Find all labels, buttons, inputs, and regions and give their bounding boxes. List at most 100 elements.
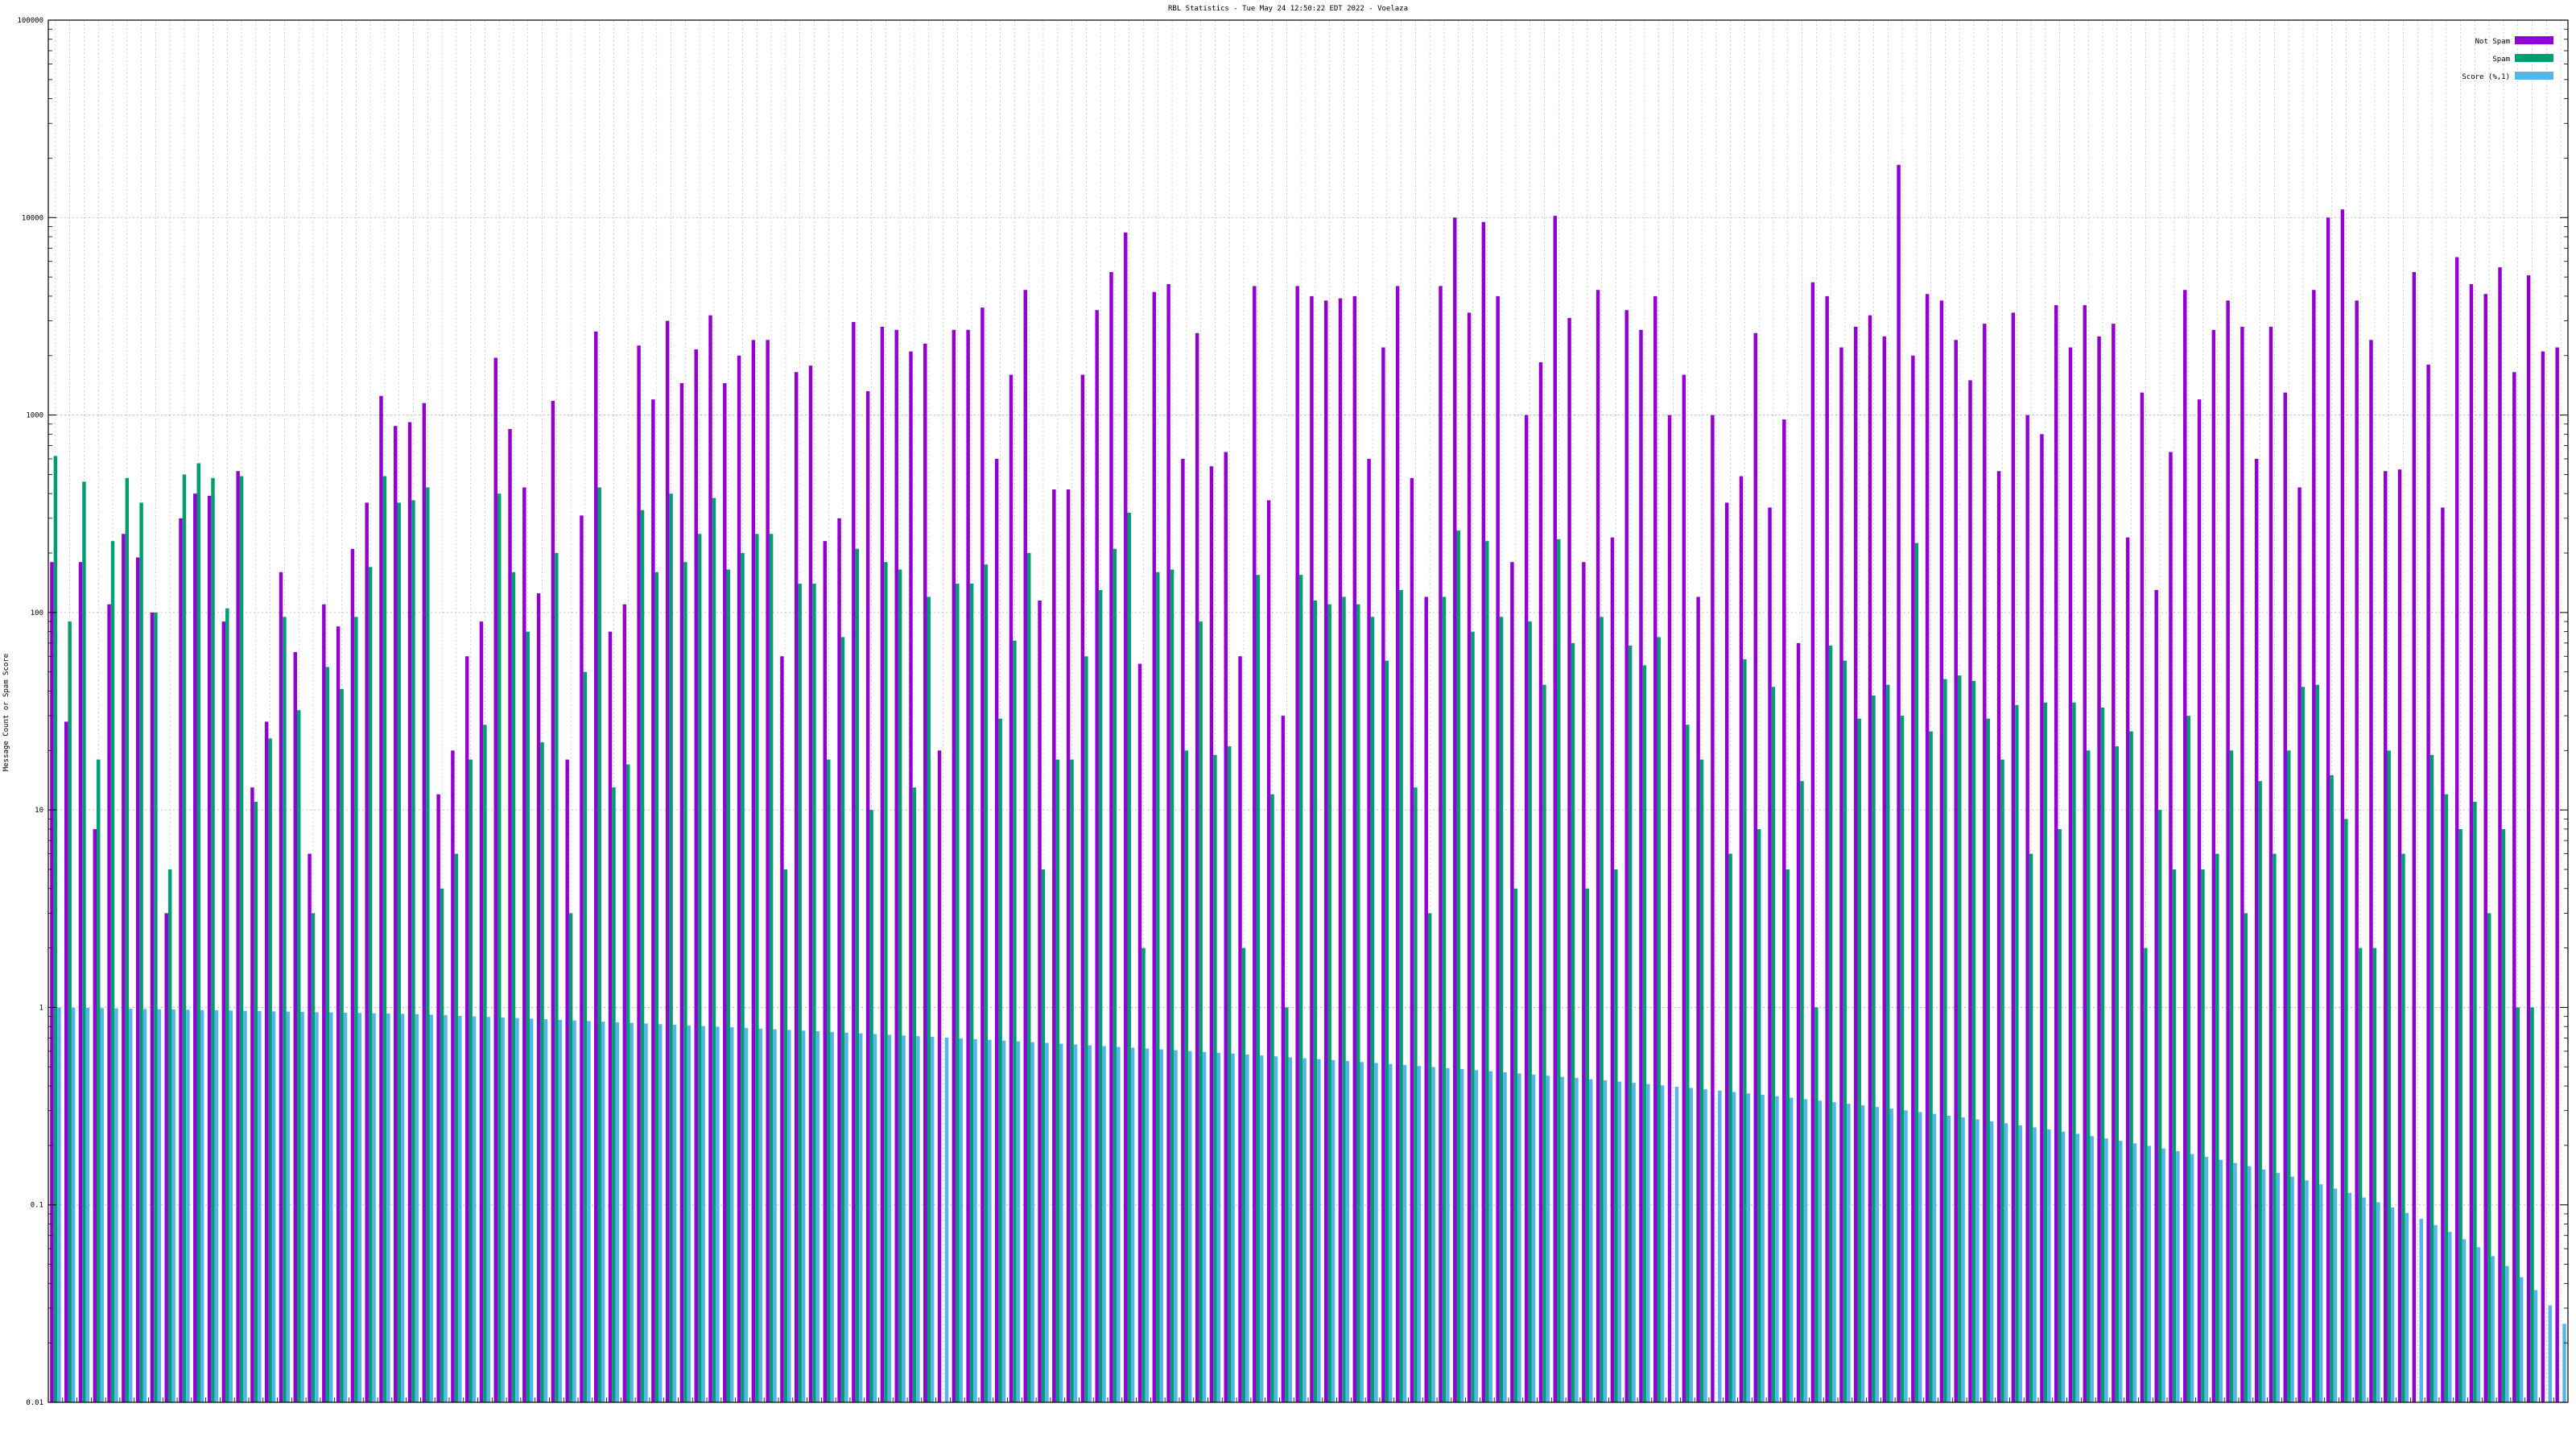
bar-score xyxy=(1446,1067,1450,1402)
bar-spam xyxy=(683,562,687,1402)
bar-spam xyxy=(53,456,58,1402)
bar-spam xyxy=(1227,746,1232,1402)
bar-score xyxy=(2376,1202,2380,1402)
bar-score xyxy=(1245,1055,1249,1402)
bar-score xyxy=(1603,1080,1608,1402)
bar-spam xyxy=(2387,750,2391,1402)
bar-not-spam xyxy=(279,572,283,1402)
bar-score xyxy=(2033,1127,2037,1402)
bar-spam xyxy=(1957,675,1962,1402)
y-tick-label: 100000 xyxy=(17,17,43,25)
bar-not-spam xyxy=(1538,362,1543,1402)
bar-score xyxy=(2405,1212,2409,1402)
bar-spam xyxy=(1557,539,1561,1402)
bar-spam xyxy=(2530,1007,2534,1402)
bar-spam xyxy=(1427,913,1432,1402)
bar-not-spam xyxy=(1238,656,1242,1402)
bar-not-spam xyxy=(1209,466,1214,1402)
bar-spam xyxy=(1184,750,1189,1402)
bar-not-spam xyxy=(379,395,383,1402)
bar-not-spam xyxy=(1066,489,1071,1402)
bar-score xyxy=(2491,1256,2495,1402)
bar-score xyxy=(658,1024,663,1402)
bar-spam xyxy=(1571,642,1575,1402)
bar-score xyxy=(1231,1053,1235,1402)
bar-score xyxy=(801,1030,806,1402)
bar-spam xyxy=(927,597,931,1402)
bar-not-spam xyxy=(551,400,555,1403)
bar-score xyxy=(2176,1151,2180,1402)
bar-not-spam xyxy=(1739,476,1744,1402)
bar-score xyxy=(1474,1070,1479,1402)
bar-spam xyxy=(1699,759,1704,1402)
bar-not-spam xyxy=(1753,332,1757,1402)
bar-not-spam xyxy=(1667,415,1672,1402)
bar-not-spam xyxy=(1410,477,1414,1402)
bar-not-spam xyxy=(1453,217,1457,1402)
bar-spam xyxy=(454,853,459,1402)
bar-score xyxy=(2362,1197,2366,1402)
bar-spam xyxy=(1513,888,1518,1402)
bar-not-spam xyxy=(1711,415,1715,1402)
bar-spam xyxy=(697,534,702,1402)
bar-spam xyxy=(1414,787,1418,1402)
bar-score xyxy=(2448,1232,2452,1402)
bar-score xyxy=(1016,1041,1021,1402)
bar-not-spam xyxy=(207,495,212,1402)
bar-not-spam xyxy=(2226,300,2230,1402)
bar-not-spam xyxy=(1983,324,1987,1402)
bar-not-spam xyxy=(1825,295,1829,1402)
bar-score xyxy=(57,1007,61,1402)
bar-spam xyxy=(969,584,974,1402)
bar-score xyxy=(1546,1075,1550,1402)
bar-score xyxy=(2219,1159,2223,1402)
legend-swatch-not-spam xyxy=(2515,36,2553,44)
bar-spam xyxy=(483,724,487,1402)
bar-score xyxy=(787,1030,791,1402)
bar-score xyxy=(357,1013,362,1402)
bar-not-spam xyxy=(665,320,670,1402)
bar-score xyxy=(959,1038,963,1402)
bar-not-spam xyxy=(637,345,641,1403)
bar-score xyxy=(1088,1045,1092,1402)
bar-spam xyxy=(2015,704,2019,1402)
bar-not-spam xyxy=(694,349,698,1402)
bar-not-spam xyxy=(808,365,813,1402)
bar-not-spam xyxy=(909,351,913,1402)
bar-score xyxy=(329,1012,333,1402)
bar-not-spam xyxy=(2355,300,2359,1402)
bar-score xyxy=(229,1010,233,1402)
bar-score xyxy=(930,1037,935,1402)
bar-score xyxy=(501,1017,505,1402)
bar-not-spam xyxy=(2312,290,2316,1403)
bar-score xyxy=(2548,1305,2552,1402)
bar-not-spam xyxy=(1038,600,1042,1402)
bar-score xyxy=(1961,1117,1965,1402)
bar-spam xyxy=(1857,718,1861,1402)
bar-spam xyxy=(1342,597,1346,1402)
bar-spam xyxy=(769,534,774,1402)
bar-spam xyxy=(2444,794,2449,1402)
bar-not-spam xyxy=(1095,310,1099,1403)
bar-not-spam xyxy=(2397,469,2402,1403)
bar-spam xyxy=(1528,621,1532,1402)
bar-not-spam xyxy=(952,329,956,1402)
bar-not-spam xyxy=(994,458,999,1402)
bar-not-spam xyxy=(2369,340,2373,1402)
bar-not-spam xyxy=(2426,364,2430,1403)
bar-score xyxy=(472,1016,477,1402)
bar-not-spam xyxy=(1782,419,1786,1402)
bar-score xyxy=(258,1011,262,1402)
bar-score xyxy=(1302,1058,1307,1402)
bar-not-spam xyxy=(1324,300,1328,1402)
bar-score xyxy=(2161,1148,2165,1402)
bar-score xyxy=(944,1037,949,1402)
bar-score xyxy=(1030,1042,1034,1402)
bar-spam xyxy=(1485,541,1489,1402)
bar-spam xyxy=(626,764,630,1402)
bar-not-spam xyxy=(336,626,341,1402)
bar-not-spam xyxy=(350,548,355,1402)
bar-spam xyxy=(1070,759,1074,1402)
bar-spam xyxy=(912,787,917,1402)
bar-spam xyxy=(1728,853,1732,1402)
